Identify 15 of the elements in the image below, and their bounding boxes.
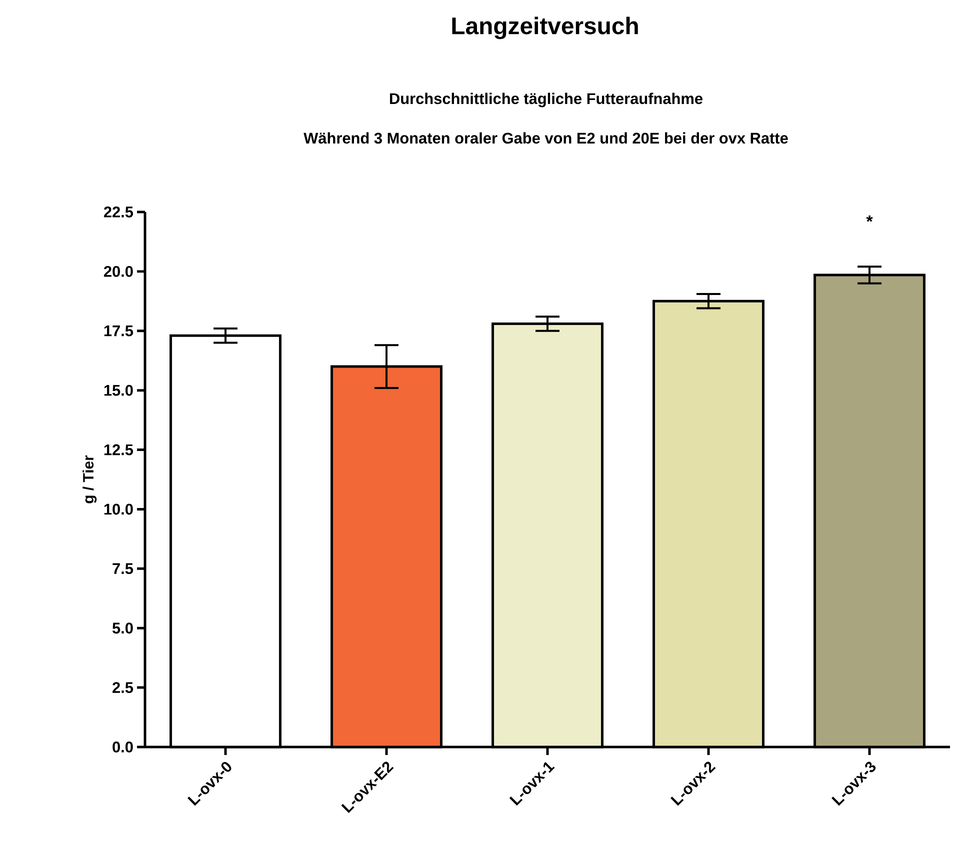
y-tick-label: 15.0 — [104, 384, 133, 396]
y-tick-label: 2.5 — [112, 682, 134, 694]
y-tick-label: 17.5 — [104, 325, 134, 336]
chart-subtitle: Durchschnittliche tägliche Futteraufnahme — [390, 92, 702, 108]
annotation: * — [866, 216, 873, 222]
text: Während 3 Monaten oraler Gabe von E2 und 20E bei der ovx Ratte — [304, 132, 788, 144]
y-tick-label: 20.0 — [104, 266, 133, 277]
y-axis-title: g / Tier — [82, 455, 97, 504]
chart-title: Langzeitversuch — [452, 16, 638, 40]
y-tick-label: 10.0 — [104, 504, 133, 515]
y-tick-label: 12.5 — [104, 444, 134, 456]
y-tick-label: 7.5 — [112, 563, 134, 574]
y-tick-label: 0.0 — [112, 742, 133, 752]
y-tick-label: 22.5 — [104, 206, 134, 218]
y-tick-label: 5.0 — [112, 622, 133, 634]
